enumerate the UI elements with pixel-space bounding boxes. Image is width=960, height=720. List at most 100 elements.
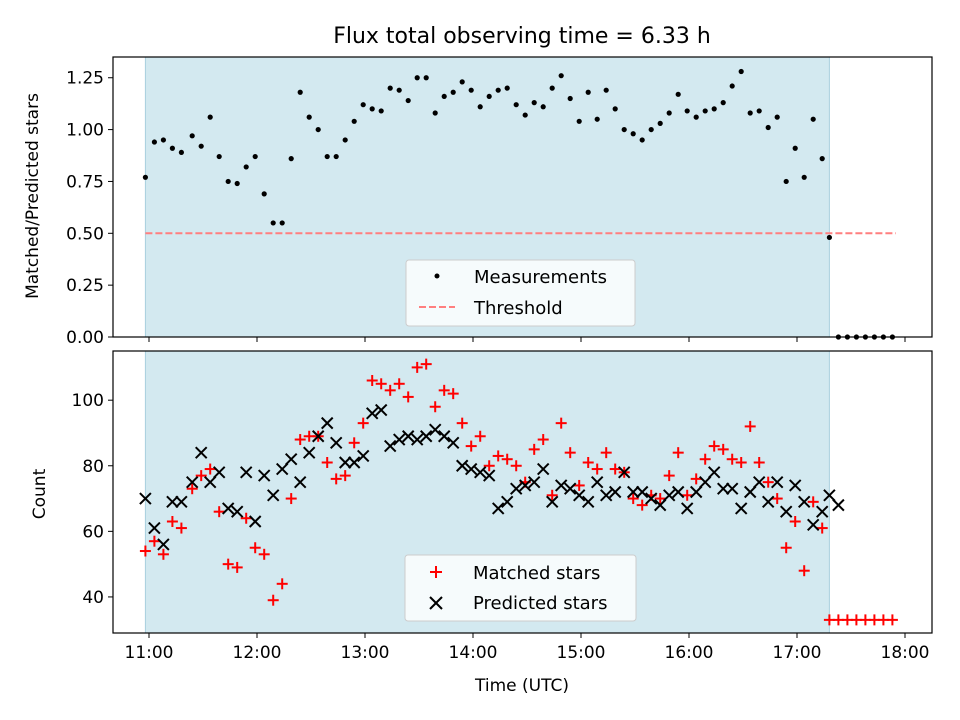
matched-star-point [501,453,513,465]
matched-star-point [528,443,540,455]
matched-star-point [357,417,369,429]
matched-star-point [735,456,747,468]
predicted-star-point [356,449,370,463]
predicted-star-point [383,439,397,453]
matched-star-point [780,542,792,554]
matched-star-point [699,453,711,465]
matched-star-point [708,440,720,452]
matched-star-point [321,456,333,468]
matched-star-point [510,460,522,472]
measurement-point [738,68,744,75]
predicted-star-point [572,489,586,502]
predicted-x-b [221,502,235,515]
measurement-point [792,145,798,151]
matched-star-point [591,463,603,475]
predicted-star-point [563,482,577,495]
matched-star-point [609,463,621,475]
matched-star-point [222,558,234,570]
ratio-y-ticks: 0.00 0.25 0.50 0.75 1.00 1.25 [66,69,113,348]
matched-star-point [726,453,738,465]
predicted-star-point [464,462,478,476]
count-x-tick-label: 18:00 [881,643,930,663]
predicted-x-b [464,462,478,476]
predicted-star-point [509,482,523,495]
measurement-point [387,85,393,91]
predicted-x-b [752,475,766,489]
predicted-star-point [806,518,820,531]
matched-star-point [600,447,612,459]
predicted-star-point [689,485,703,499]
matched-star-point [267,594,279,606]
measurement-point [297,89,303,95]
measurement-point [360,102,366,108]
measurement-point [405,97,411,104]
matched-star-point [285,493,297,505]
predicted-x-b [707,466,721,479]
count-x-tick-label: 16:00 [665,643,714,663]
ratio-legend-box [405,259,636,327]
count-points [139,358,898,626]
predicted-x-b [635,485,649,499]
predicted-x-b [734,502,748,515]
predicted-star-point [788,479,802,492]
predicted-x-b [572,489,586,502]
predicted-x-b [725,482,739,495]
predicted-x-b [275,462,289,476]
predicted-x-b [626,485,640,499]
measurement-point [531,100,537,106]
predicted-star-point [653,498,667,512]
matched-star-point [582,456,594,468]
measurement-point [486,93,492,100]
predicted-legend-label: Predicted stars [473,593,607,614]
predicted-star-point [302,446,316,459]
ratio-legend: Measurements Threshold [405,259,636,327]
measurement-point [558,73,564,79]
matched-star-point [447,388,459,400]
predicted-star-point [779,505,793,518]
measurement-point [261,191,267,197]
predicted-star-point [221,502,235,515]
predicted-star-point [257,469,271,482]
matched-star-point [483,460,495,472]
predicted-x-b [166,495,179,509]
measurement-point [189,133,195,139]
predicted-x-b [599,489,613,502]
measurement-point [160,137,166,143]
measurement-point [504,85,510,91]
predicted-star-point [329,436,343,450]
predicted-star-point [680,502,694,515]
measurement-point [432,110,438,116]
measurement-point [693,114,699,120]
measurement-point [810,116,816,122]
predicted-star-point [401,430,415,443]
matched-star-point [456,417,468,429]
predicted-star-point [617,466,631,479]
predicted-star-point [230,505,244,518]
predicted-x-b [239,466,253,479]
predicted-star-point [797,495,811,509]
matched-star-point [807,496,819,508]
measurement-point [225,178,231,185]
predicted-star-point [248,515,262,528]
predicted-x-b [437,430,451,443]
predicted-x-b [536,462,550,476]
matched-star-point [139,545,151,557]
measurement-point [252,153,258,160]
matched-star-point [258,548,270,560]
predicted-star-point [212,466,226,479]
predicted-star-point [473,466,487,479]
matched-star-point [429,401,441,413]
measurement-point [648,126,654,133]
predicted-x-b [284,453,298,466]
count-x-tick-label: 14:00 [449,643,498,663]
x-axis-label: Time (UTC) [474,676,569,696]
measurement-point [378,108,384,114]
predicted-star-point [698,475,712,489]
measurement-point [333,153,339,160]
matched-star-point [240,512,252,524]
measurement-point [513,102,519,108]
predicted-x-b [743,485,757,499]
matched-star-point [249,542,261,554]
measurement-point [729,83,735,89]
